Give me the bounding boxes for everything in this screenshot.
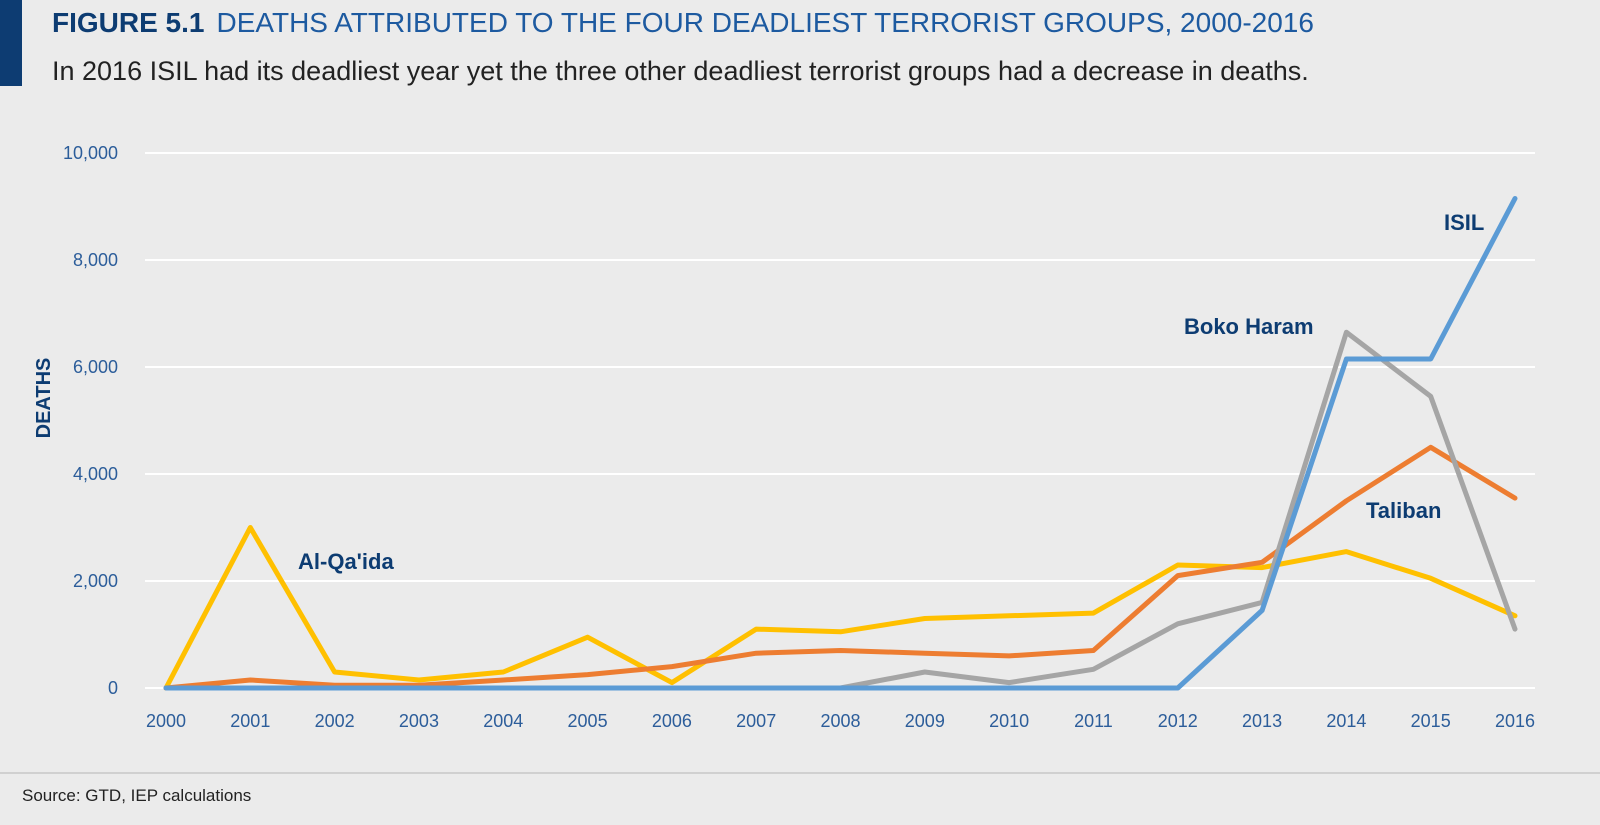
series-line-boko-haram (163, 329, 1518, 691)
x-tick-label: 2011 (1074, 711, 1113, 731)
x-tick-label: 2013 (1242, 711, 1282, 731)
series-label-isil: ISIL (1444, 210, 1484, 235)
y-tick-label: 0 (108, 678, 118, 698)
y-tick-label: 2,000 (73, 571, 118, 591)
x-tick-label: 2005 (568, 711, 608, 731)
footer-divider (0, 772, 1600, 774)
figure-title: FIGURE 5.1 DEATHS ATTRIBUTED TO THE FOUR … (52, 6, 1314, 40)
series-lines (163, 196, 1518, 691)
series-label-taliban: Taliban (1366, 498, 1441, 523)
y-tick-label: 4,000 (73, 464, 118, 484)
x-axis-ticks: 2000 2001 2002 2003 2004 2005 2006 2007 2008 2009… (146, 711, 1535, 731)
x-tick-label: 2009 (905, 711, 945, 731)
series-label-boko-haram: Boko Haram (1184, 314, 1314, 339)
x-tick-label: 2007 (736, 711, 776, 731)
x-tick-label: 2014 (1326, 711, 1366, 731)
source-note: Source: GTD, IEP calculations (22, 786, 252, 805)
x-tick-label: 2001 (230, 711, 270, 731)
x-tick-label: 2016 (1495, 711, 1535, 731)
y-axis-title: DEATHS (33, 358, 55, 439)
series-line-taliban (163, 444, 1518, 691)
line-chart: 0 2,000 4,000 6,000 8,000 10,000 2000 2001 2002… (33, 143, 1535, 731)
figure-subtitle: In 2016 ISIL had its deadliest year yet … (52, 56, 1309, 86)
accent-bar (0, 0, 22, 86)
series-label-al-qa-ida: Al-Qa'ida (298, 549, 394, 574)
x-tick-label: 2004 (483, 711, 523, 731)
series-line-al-qa-ida (163, 525, 1518, 691)
figure-title-text: DEATHS ATTRIBUTED TO THE FOUR DEADLIEST … (216, 7, 1314, 38)
y-axis-ticks: 0 2,000 4,000 6,000 8,000 10,000 (63, 143, 118, 698)
series-line-isil (163, 196, 1518, 691)
figure-number: FIGURE 5.1 (52, 7, 205, 38)
series-labels: Al-Qa'ida Taliban Boko Haram ISIL (298, 210, 1484, 574)
y-tick-label: 10,000 (63, 143, 118, 163)
x-tick-label: 2002 (315, 711, 355, 731)
x-tick-label: 2006 (652, 711, 692, 731)
y-tick-label: 6,000 (73, 357, 118, 377)
x-tick-label: 2015 (1411, 711, 1451, 731)
x-tick-label: 2010 (989, 711, 1029, 731)
y-tick-label: 8,000 (73, 250, 118, 270)
x-tick-label: 2003 (399, 711, 439, 731)
x-tick-label: 2008 (820, 711, 860, 731)
x-tick-label: 2000 (146, 711, 186, 731)
x-tick-label: 2012 (1158, 711, 1198, 731)
